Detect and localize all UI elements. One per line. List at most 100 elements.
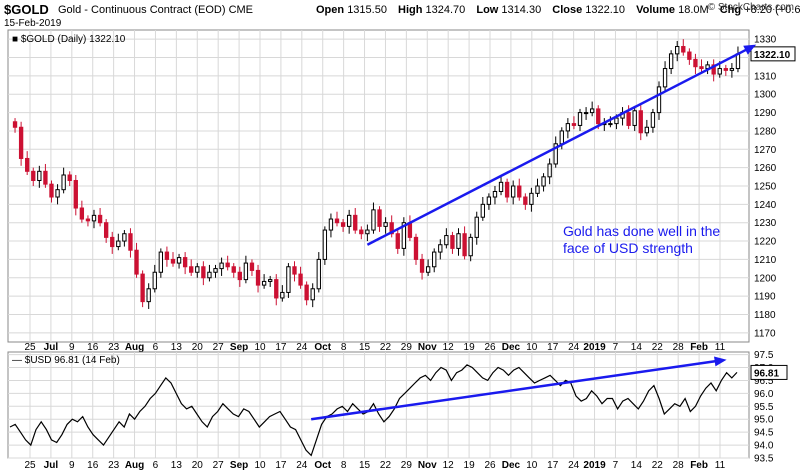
gold-candle-body — [322, 229, 328, 260]
usd-x-tick-label: 10 — [526, 460, 538, 471]
gold-candle-body — [687, 51, 692, 60]
usd-x-tick-label: Sep — [230, 460, 248, 471]
gold-candle-body — [450, 235, 455, 249]
usd-x-tick-label: Jul — [44, 460, 59, 471]
usd-y-tick-label: 94.0 — [754, 441, 774, 452]
gold-candle-body — [201, 266, 206, 279]
gold-y-tick-label: 1210 — [754, 255, 777, 266]
gold-x-tick-label: Dec — [502, 342, 521, 353]
gold-candle-body — [456, 233, 461, 249]
close-value: 1322.10 — [585, 4, 626, 16]
gold-candle-body — [492, 191, 498, 198]
gold-candle-body — [310, 288, 315, 301]
gold-y-tick-label: 1260 — [754, 163, 777, 174]
gold-candle-body — [128, 233, 133, 251]
usd-x-tick-label: 15 — [359, 460, 371, 471]
gold-y-tick-label: 1180 — [754, 310, 776, 321]
gold-x-tick-label: 12 — [443, 342, 455, 353]
gold-annotation-line: face of USD strength — [563, 240, 693, 256]
gold-x-tick-label: 6 — [153, 342, 159, 353]
gold-candle-body — [164, 251, 170, 260]
high-value: 1324.70 — [425, 4, 466, 16]
usd-x-tick-label: 29 — [401, 460, 413, 471]
usd-x-tick-label: 19 — [464, 460, 476, 471]
gold-candle-body — [413, 236, 419, 260]
usd-trend-arrow-head — [714, 356, 727, 367]
usd-x-tick-label: 28 — [673, 460, 685, 471]
gold-candle-body — [608, 123, 613, 126]
gold-candle-body — [49, 183, 54, 198]
chart-description: Gold - Continuous Contract (EOD) CME — [58, 4, 254, 16]
gold-candle-body — [632, 110, 637, 126]
stockcharts-credit: © StockCharts.com — [707, 2, 794, 13]
usd-x-tick-label: Oct — [314, 460, 331, 471]
gold-x-tick-label: 11 — [715, 342, 726, 353]
gold-candle-body — [225, 262, 230, 268]
gold-candle-body — [255, 269, 261, 286]
gold-candle-body — [122, 233, 127, 242]
gold-x-tick-label: 23 — [108, 342, 120, 353]
gold-candle-body — [650, 112, 656, 128]
gold-candle-body — [116, 240, 121, 248]
usd-x-tick-label: 27 — [213, 460, 225, 471]
usd-y-tick-label: 93.5 — [754, 454, 774, 465]
gold-x-tick-label: 25 — [24, 342, 36, 353]
gold-y-tick-label: 1240 — [754, 200, 777, 211]
gold-candle-body — [189, 266, 194, 273]
gold-candle-body — [735, 53, 741, 70]
gold-annotation-line: Gold has done well in the — [563, 223, 720, 239]
gold-candle-body — [298, 273, 303, 286]
gold-candle-body — [25, 157, 30, 172]
gold-candle-body — [407, 222, 413, 238]
gold-candle-body — [182, 257, 188, 268]
gold-last-value-box — [750, 46, 796, 62]
usd-y-tick-label: 96.0 — [754, 389, 774, 400]
gold-candle-body — [529, 192, 534, 205]
gold-candle-body — [85, 218, 91, 222]
gold-candle-body — [559, 130, 564, 145]
gold-candle-body — [353, 214, 358, 231]
usd-y-tick-label: 95.5 — [754, 402, 774, 413]
usd-x-tick-label: Feb — [690, 460, 708, 471]
usd-y-tick-label: 97.5 — [754, 350, 774, 361]
gold-candle-body — [432, 251, 437, 268]
high-label: High — [398, 4, 423, 16]
gold-x-tick-label: 10 — [526, 342, 538, 353]
usd-x-tick-label: 6 — [153, 460, 159, 471]
usd-x-tick-label: 22 — [380, 460, 392, 471]
usd-x-tick-label: 8 — [341, 460, 347, 471]
gold-x-tick-label: Feb — [690, 342, 708, 353]
usd-x-tick-label: 10 — [254, 460, 266, 471]
gold-candle-body — [565, 123, 571, 132]
gold-candle-body — [43, 170, 48, 185]
gold-y-tick-label: 1300 — [754, 90, 777, 101]
gold-x-tick-label: 7 — [613, 342, 619, 353]
gold-candle-body — [280, 291, 285, 299]
usd-x-tick-label: 14 — [631, 460, 643, 471]
usd-x-tick-label: 17 — [275, 460, 287, 471]
gold-candle-body — [656, 86, 662, 114]
gold-candle-body — [170, 258, 176, 264]
gold-x-tick-label: 27 — [213, 342, 225, 353]
open-value: 1315.50 — [347, 4, 387, 16]
gold-x-tick-label: Aug — [125, 342, 144, 353]
gold-candle-body — [729, 68, 735, 71]
gold-trend-arrow-head — [743, 44, 757, 55]
gold-candle-body — [61, 174, 66, 191]
gold-candle-body — [717, 68, 722, 75]
gold-x-tick-label: 24 — [296, 342, 308, 353]
gold-x-tick-label: 28 — [673, 342, 685, 353]
gold-candle-body — [474, 216, 479, 238]
gold-x-tick-label: 13 — [171, 342, 183, 353]
gold-candle-body — [274, 279, 279, 299]
gold-candle-body — [231, 266, 236, 273]
gold-x-tick-label: 9 — [69, 342, 75, 353]
gold-trend-arrow-line — [366, 46, 751, 246]
usd-y-tick-label: 95.0 — [754, 415, 774, 426]
ohlc-readout: Open 1315.50 High 1324.70 Low 1314.30 Cl… — [316, 4, 800, 16]
gold-x-tick-label: 10 — [254, 342, 266, 353]
gold-candle-body — [395, 233, 400, 249]
gold-candle-body — [152, 271, 157, 290]
gold-x-tick-label: Sep — [230, 342, 248, 353]
